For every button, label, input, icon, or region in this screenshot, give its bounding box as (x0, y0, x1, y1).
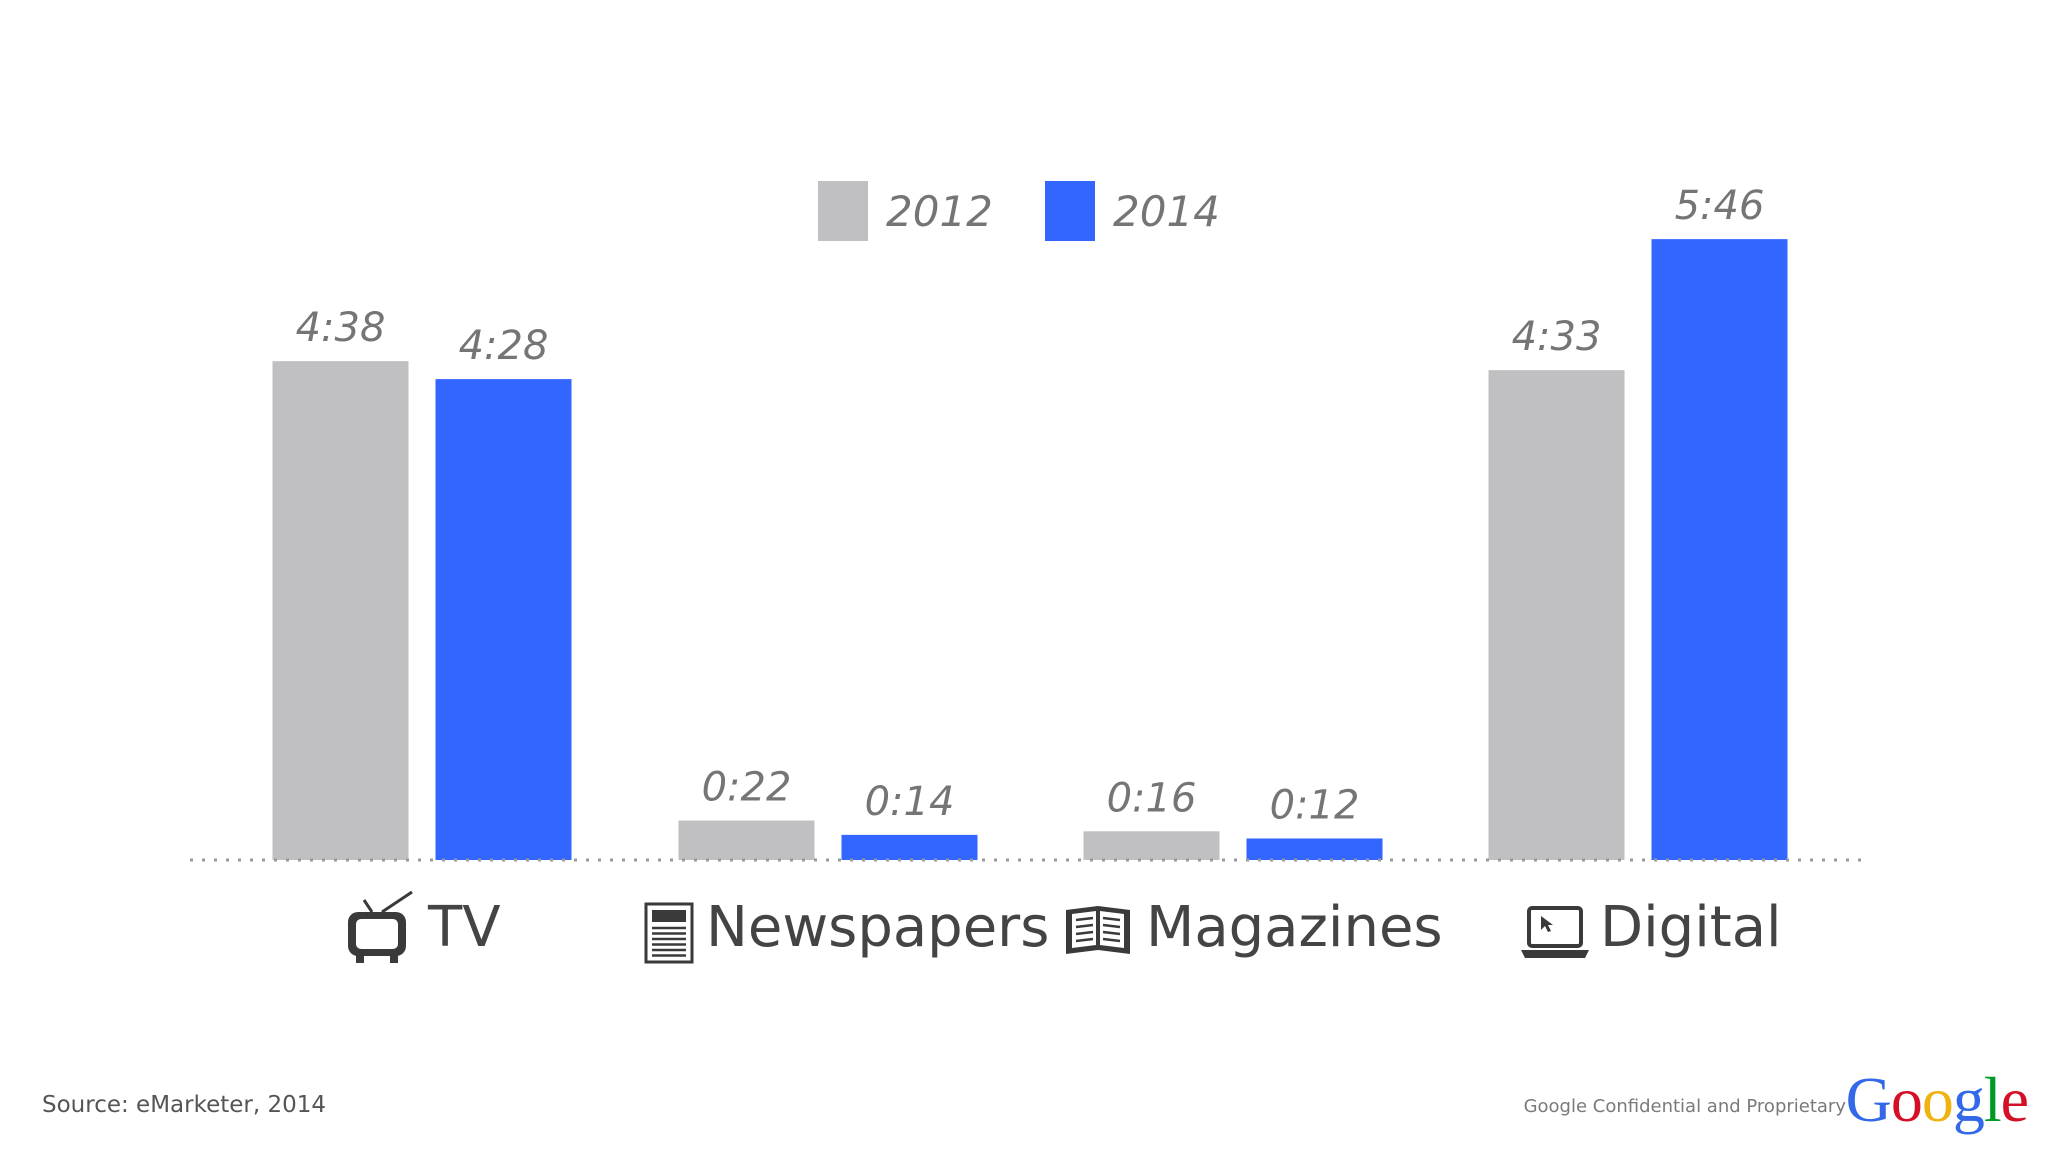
bar-digital-2012 (1488, 370, 1625, 860)
legend-swatch-2014 (1045, 181, 1095, 241)
value-label-newspapers-2012: 0:22 (702, 765, 792, 811)
value-label-digital-2014: 5:46 (1675, 183, 1765, 229)
legend-label-2012: 2012 (886, 187, 993, 236)
book-icon (1066, 906, 1130, 954)
source-note: Source: eMarketer, 2014 (42, 1092, 327, 1118)
bar-newspapers-2014 (841, 834, 978, 860)
tv-icon (348, 890, 413, 963)
bar-newspapers-2012 (678, 820, 815, 860)
bar-tv-2014 (435, 379, 572, 860)
legend-swatch-2012 (818, 181, 868, 241)
value-labels-group: 4:38 4:28 0:22 0:14 0:16 0:12 4:33 5:46 (296, 183, 1765, 828)
bar-tv-2012 (272, 361, 409, 860)
legend: 2012 2014 (818, 181, 1220, 241)
logo-letter: o (1890, 1064, 1923, 1135)
value-label-tv-2014: 4:28 (459, 323, 549, 369)
google-logo: Google (1845, 1064, 2029, 1135)
confidential-note: Google Confidential and Proprietary (1523, 1096, 1846, 1117)
newspaper-icon (644, 902, 694, 964)
bar-magazines-2012 (1083, 831, 1220, 860)
value-label-tv-2012: 4:38 (296, 305, 386, 351)
category-label-tv: TV (427, 895, 501, 960)
laptop-icon (1521, 906, 1589, 958)
value-label-magazines-2014: 0:12 (1270, 782, 1360, 828)
value-label-digital-2012: 4:33 (1512, 314, 1602, 360)
logo-letter: g (1952, 1064, 1985, 1135)
logo-letter: G (1845, 1064, 1892, 1135)
logo-letter: o (1921, 1064, 1954, 1135)
value-label-magazines-2012: 0:16 (1107, 775, 1197, 821)
value-label-newspapers-2014: 0:14 (865, 779, 955, 825)
category-label-newspapers: Newspapers (706, 895, 1049, 960)
category-label-magazines: Magazines (1146, 895, 1443, 960)
logo-letter: e (2000, 1064, 2029, 1135)
category-labels-group: TV Newspapers Magazines Digital (348, 890, 1782, 964)
legend-label-2014: 2014 (1113, 187, 1220, 236)
logo-letter: l (1983, 1064, 2002, 1135)
bar-magazines-2014 (1246, 838, 1383, 860)
category-label-digital: Digital (1600, 895, 1782, 960)
bars-group (272, 239, 1788, 861)
bar-digital-2014 (1651, 239, 1788, 861)
